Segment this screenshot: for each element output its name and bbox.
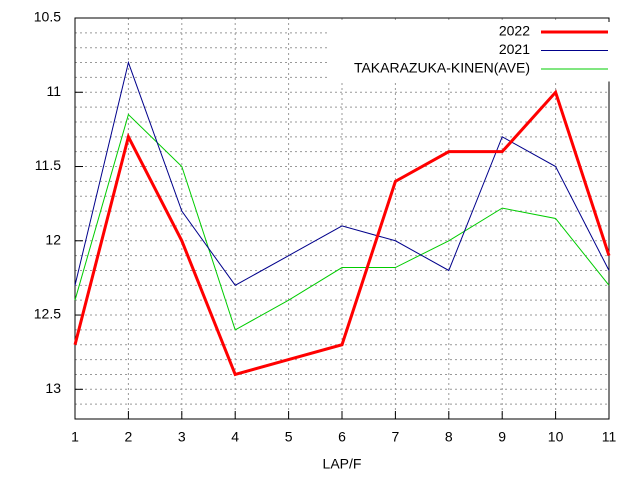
series-line <box>73 89 611 377</box>
series-line <box>74 60 610 286</box>
x-tick-label: 1 <box>71 429 79 445</box>
x-tick-label: 10 <box>548 429 564 445</box>
plot-border <box>74 17 610 420</box>
legend-label: 2021 <box>499 41 530 57</box>
y-tick-label: 11 <box>46 83 61 99</box>
y-tick-label: 12.5 <box>34 306 61 322</box>
x-tick-label: 5 <box>285 429 293 445</box>
series-line <box>74 113 610 331</box>
x-tick-label: 6 <box>338 429 346 445</box>
y-tick-label: 12 <box>45 231 61 247</box>
y-tick-label: 10.5 <box>34 9 61 25</box>
x-tick-label: 8 <box>445 429 453 445</box>
x-axis-label: LAP/F <box>323 456 362 472</box>
y-tick-label: 13 <box>45 380 61 396</box>
x-tick-label: 3 <box>178 429 186 445</box>
x-tick-label: 9 <box>498 429 506 445</box>
x-tick-label: 11 <box>602 429 617 445</box>
x-tick-label: 2 <box>125 429 133 445</box>
legend-label: 2022 <box>499 23 530 39</box>
y-tick-label: 11.5 <box>35 157 61 173</box>
x-tick-label: 4 <box>231 429 239 445</box>
x-tick-label: 7 <box>392 429 400 445</box>
legend-label: TAKARAZUKA-KINEN(AVE) <box>354 60 530 76</box>
